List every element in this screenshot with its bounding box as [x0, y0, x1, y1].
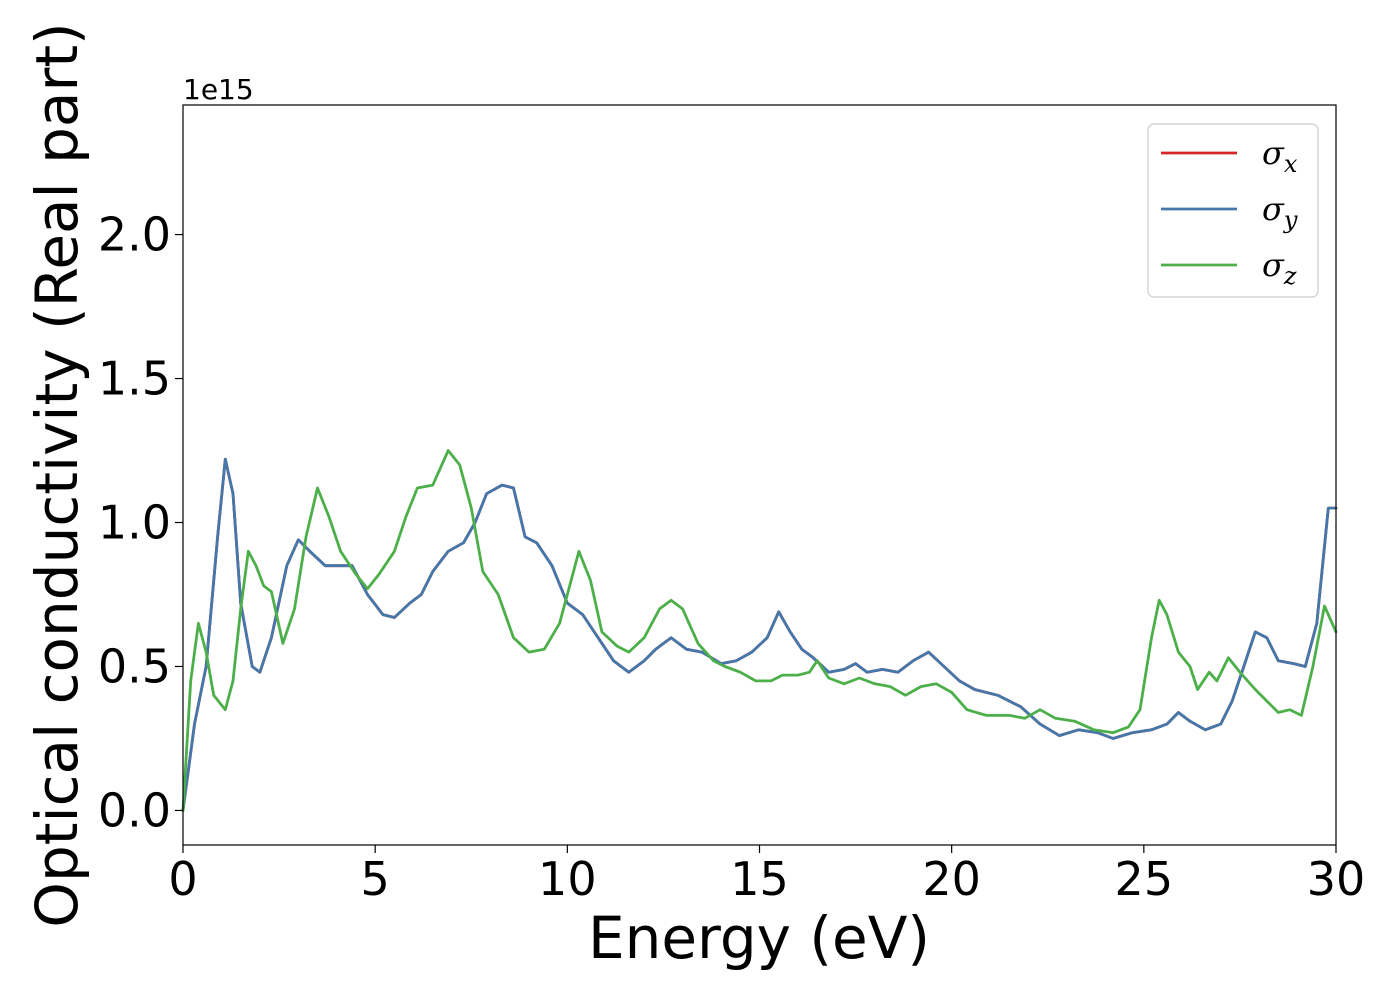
x-tick-label: 20 — [922, 852, 981, 906]
series-layer — [181, 449, 1338, 812]
y-tick-label: 1.5 — [98, 352, 171, 406]
x-tick-label: 15 — [730, 852, 789, 906]
x-axis-title: Energy (eV) — [588, 904, 930, 972]
y-tick-label: 1.0 — [98, 496, 171, 550]
x-tick-label: 10 — [538, 852, 597, 906]
y-axis: 0.0 0.5 1.0 1.5 2.0 — [98, 208, 183, 837]
legend-label-sigma-y: σy — [1262, 190, 1298, 234]
x-axis: 0 5 10 15 20 25 30 — [168, 845, 1365, 906]
y-axis-title: Optical conductivity (Real part) — [23, 22, 91, 927]
x-tick-label: 5 — [361, 852, 390, 906]
x-tick-label: 30 — [1307, 852, 1366, 906]
y-tick-label: 0.5 — [98, 639, 171, 693]
y-tick-label: 0.0 — [98, 783, 171, 837]
y-tick-label: 2.0 — [98, 208, 171, 262]
x-tick-label: 0 — [168, 852, 197, 906]
series-line-sigma-y — [181, 457, 1338, 812]
legend-label-sigma-x: σx — [1262, 134, 1298, 178]
x-tick-label: 25 — [1115, 852, 1174, 906]
legend-box — [1147, 123, 1319, 298]
series-line-sigma-z — [181, 449, 1338, 812]
y-offset-label: 1e15 — [183, 73, 254, 106]
